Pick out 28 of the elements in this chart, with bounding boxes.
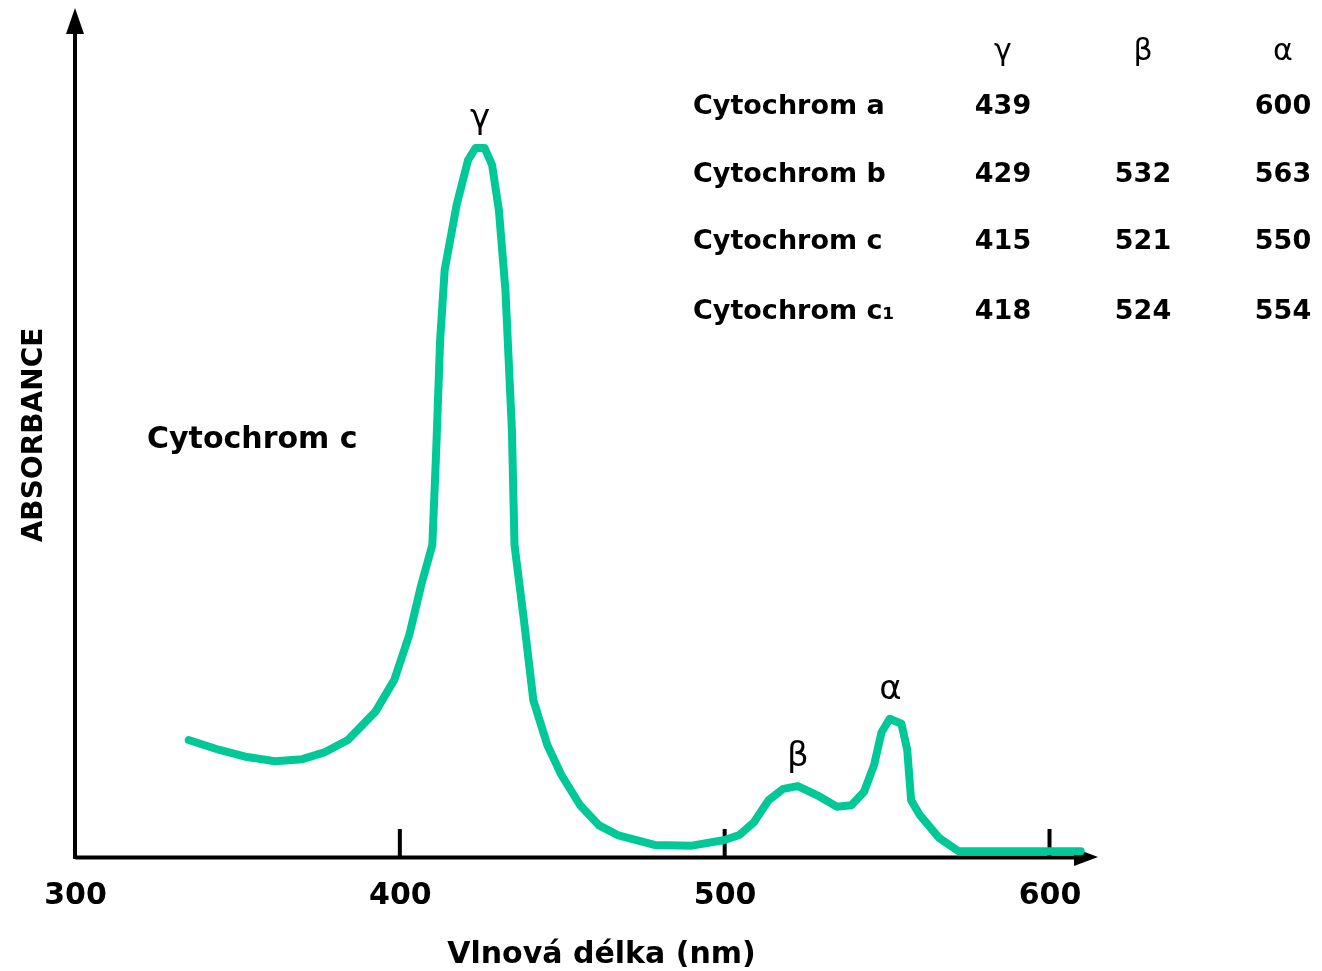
y-axis-title: ABSORBANCE — [16, 327, 49, 543]
annotation: Cytochrom c — [693, 224, 883, 255]
text: 439 — [974, 89, 1032, 120]
annotation: 415 — [974, 224, 1032, 255]
annotation: α — [879, 666, 902, 707]
text: 600 — [1254, 89, 1312, 120]
text: Cytochrom a — [693, 89, 885, 120]
x-tick-label: 600 — [1018, 876, 1082, 912]
annotation: β — [786, 734, 809, 775]
annotation: 418 — [974, 294, 1032, 325]
text: γ — [994, 32, 1012, 67]
x-axis-title: Vlnová délka (nm) — [447, 935, 756, 970]
text: α — [1273, 32, 1293, 67]
text: 532 — [1114, 157, 1172, 188]
text: 554 — [1254, 294, 1312, 325]
annotation: Cytochrom b — [693, 157, 886, 188]
x-tick-label: 500 — [693, 876, 757, 912]
text: 550 — [1254, 224, 1312, 255]
text: Cytochrom c — [147, 420, 358, 455]
text: 521 — [1114, 224, 1172, 255]
annotation: Cytochrom c₁ — [693, 294, 895, 325]
x-tick-label: 300 — [44, 876, 107, 912]
annotation: γ — [470, 96, 491, 136]
text: 563 — [1254, 157, 1312, 188]
annotation: 429 — [974, 157, 1032, 188]
text: 524 — [1114, 294, 1172, 325]
text: β — [1133, 32, 1153, 67]
x-tick-label: 400 — [369, 876, 432, 912]
